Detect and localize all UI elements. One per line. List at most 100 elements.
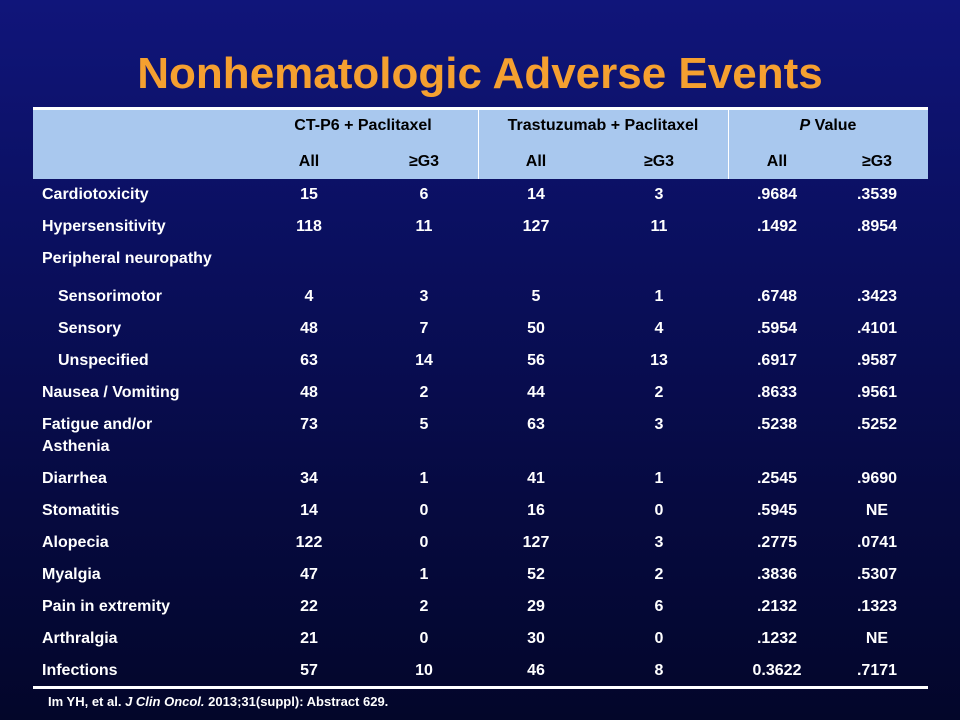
table-cell: .3423 <box>856 288 898 305</box>
table-cell: .3836 <box>756 566 798 583</box>
header-divider <box>728 110 729 179</box>
table-cell: 8 <box>654 662 664 679</box>
table-cell: .8954 <box>856 218 898 235</box>
citation-authors: Im YH, et al. <box>48 694 126 709</box>
table-cell: 118 <box>296 218 322 235</box>
table-cell: .7171 <box>856 662 898 679</box>
row-label: Nausea / Vomiting <box>42 384 180 401</box>
table-bottom-rule <box>33 686 928 689</box>
table-cell: 6 <box>419 186 429 203</box>
table-cell: 41 <box>527 470 545 487</box>
table-cell: 122 <box>295 534 323 551</box>
table-cell: 2 <box>654 384 664 401</box>
group-header-p-value: P Value <box>728 116 928 136</box>
table-cell: 48 <box>300 320 318 337</box>
table-cell: .6917 <box>756 352 798 369</box>
table-cell: 1 <box>419 566 429 583</box>
table-cell: .9690 <box>856 470 898 487</box>
row-label-line2: Asthenia <box>42 438 110 455</box>
row-label: Diarrhea <box>42 470 107 487</box>
table-cell: 48 <box>300 384 318 401</box>
table-cell: 2 <box>419 384 429 401</box>
row-label: Peripheral neuropathy <box>42 250 212 267</box>
table-cell: .9587 <box>856 352 898 369</box>
sub-header-g3: ≥G3 <box>643 153 675 170</box>
table-cell: 127 <box>522 534 550 551</box>
table-cell: 56 <box>527 352 545 369</box>
sub-header-g3: ≥G3 <box>408 153 440 170</box>
table-cell: 52 <box>527 566 545 583</box>
table-cell: .3539 <box>856 186 898 203</box>
table-cell: .2775 <box>756 534 798 551</box>
table-cell: .9561 <box>856 384 898 401</box>
table-cell: 14 <box>415 352 433 369</box>
group-header-trastuzumab: Trastuzumab + Paclitaxel <box>507 117 699 134</box>
citation: Im YH, et al. J Clin Oncol. 2013;31(supp… <box>48 694 388 709</box>
table-cell: NE <box>865 502 889 519</box>
table-top-rule <box>33 107 928 110</box>
row-label: Stomatitis <box>42 502 120 519</box>
table-cell: .1492 <box>756 218 798 235</box>
table-cell: 63 <box>300 352 318 369</box>
table-cell: 21 <box>300 630 318 647</box>
row-label: Sensorimotor <box>58 288 163 305</box>
table-cell: .2545 <box>756 470 798 487</box>
table-cell: .6748 <box>756 288 798 305</box>
row-label: Alopecia <box>42 534 109 551</box>
table-cell: 2 <box>419 598 429 615</box>
sub-header-all: All <box>525 153 547 170</box>
table-cell: 34 <box>300 470 318 487</box>
table-cell: .1323 <box>856 598 898 615</box>
citation-journal: J Clin Oncol. <box>125 694 205 709</box>
sub-header-all: All <box>298 153 320 170</box>
table-cell: 11 <box>415 218 433 235</box>
row-label: Arthralgia <box>42 630 118 647</box>
table-cell: .9684 <box>756 186 798 203</box>
table-cell: 3 <box>654 534 664 551</box>
table-cell: 0 <box>419 630 429 647</box>
table-cell: .5307 <box>856 566 898 583</box>
sub-header-all: All <box>766 153 788 170</box>
table-cell: 10 <box>415 662 433 679</box>
slide-title: Nonhematologic Adverse Events <box>137 49 823 98</box>
row-label: Fatigue and/or <box>42 416 153 433</box>
row-label: Sensory <box>58 320 122 337</box>
table-cell: 0 <box>654 630 664 647</box>
table-cell: 50 <box>527 320 545 337</box>
row-label: Unspecified <box>58 352 149 369</box>
table-cell: 13 <box>650 352 668 369</box>
table-cell: 1 <box>654 470 664 487</box>
table-cell: 73 <box>300 416 318 433</box>
sub-header-g3: ≥G3 <box>861 153 893 170</box>
row-label: Hypersensitivity <box>42 218 166 235</box>
table-cell: 3 <box>419 288 429 305</box>
table-cell: .2132 <box>756 598 798 615</box>
table-cell: 16 <box>527 502 545 519</box>
table-cell: 11 <box>650 218 668 235</box>
table-cell: 7 <box>419 320 429 337</box>
table-cell: 22 <box>300 598 318 615</box>
table-cell: .5954 <box>756 320 798 337</box>
table-cell: 3 <box>654 416 664 433</box>
table-cell: .0741 <box>856 534 898 551</box>
table-cell: 30 <box>527 630 545 647</box>
table-cell: 4 <box>654 320 664 337</box>
table-cell: 47 <box>300 566 318 583</box>
table-cell: 127 <box>522 218 550 235</box>
table-cell: 44 <box>527 384 545 401</box>
table-cell: .1232 <box>756 630 798 647</box>
table-cell: 15 <box>300 186 318 203</box>
table-cell: 57 <box>300 662 318 679</box>
table-cell: .8633 <box>756 384 798 401</box>
table-cell: 0 <box>654 502 664 519</box>
table-cell: 0 <box>419 534 429 551</box>
table-cell: 14 <box>300 502 318 519</box>
group-header-p-rest: Value <box>810 117 857 134</box>
table-cell: 0 <box>419 502 429 519</box>
row-label: Pain in extremity <box>42 598 171 615</box>
group-header-p-italic: P <box>799 117 811 134</box>
table-cell: 2 <box>654 566 664 583</box>
table-cell: 63 <box>527 416 545 433</box>
table-header-background <box>33 107 928 179</box>
table-cell: 5 <box>419 416 429 433</box>
